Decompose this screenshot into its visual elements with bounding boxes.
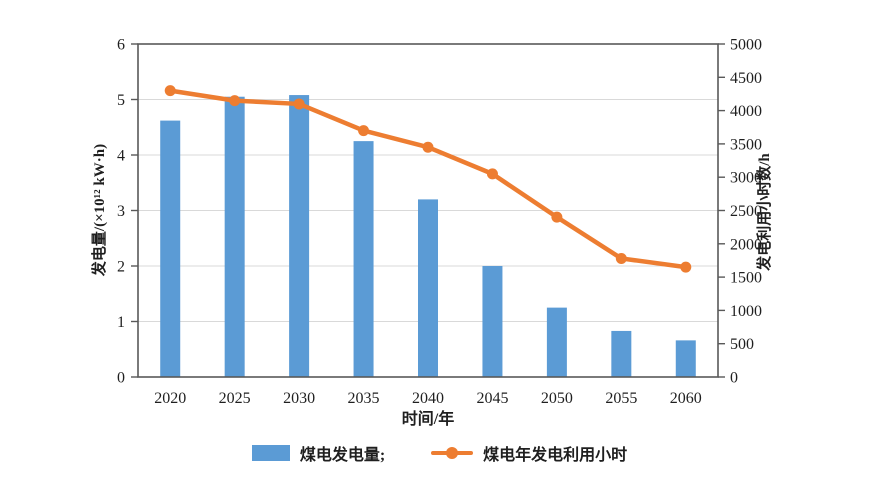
line-point-2045	[486, 168, 498, 180]
legend-line-label: 煤电年发电利用小时	[483, 447, 628, 464]
x-axis-tick-label: 2045	[476, 390, 508, 407]
x-axis-tick-label: 2020	[154, 390, 186, 407]
bar-2025	[224, 96, 245, 377]
bar-2035	[353, 141, 374, 377]
right-axis-title: 发电利用小时数/h	[755, 153, 773, 272]
chart-plot-area: 0 1 2 3 4 5 6 0 500 1000 1500 2000 2500 3000 3500 4000 4…	[90, 37, 773, 429]
line-point-2025	[229, 95, 241, 107]
x-axis-tick-label: 2055	[605, 390, 637, 407]
right-axis-tick-label: 2000	[730, 236, 762, 253]
bar-2050	[546, 307, 567, 377]
left-axis-tick-label: 0	[117, 370, 125, 387]
right-axis-tick-label: 2500	[730, 203, 762, 220]
bar-2055	[611, 330, 632, 377]
right-axis-tick-label: 3000	[730, 170, 762, 187]
x-axis-tick-label: 2035	[348, 390, 380, 407]
chart-generated-layer: 0 1 2 3 4 5 6 0 500 1000 1500 2000 2500 3000 3500 4000 4…	[117, 37, 762, 408]
right-axis-tick-label: 0	[730, 370, 738, 387]
line-point-2035	[358, 125, 370, 137]
x-axis-tick-label: 2025	[219, 390, 251, 407]
line-point-2030	[293, 98, 305, 110]
left-axis-tick-label: 4	[117, 148, 125, 165]
x-axis-tick-label: 2030	[283, 390, 315, 407]
bar-2045	[482, 266, 503, 377]
left-axis-title: 发电量/(×10¹² kW·h)	[90, 144, 108, 277]
right-axis-tick-label: 5000	[730, 37, 762, 54]
x-axis-tick-label: 2040	[412, 390, 444, 407]
right-axis-tick-label: 3500	[730, 136, 762, 153]
right-axis-tick-label: 4000	[730, 103, 762, 120]
line-point-2060	[680, 261, 692, 273]
right-axis-tick-label: 500	[730, 336, 754, 353]
right-axis-tick-label: 1500	[730, 270, 762, 287]
left-axis-tick-label: 6	[117, 37, 125, 54]
x-axis-title: 时间/年	[402, 409, 454, 428]
line-point-2040	[422, 141, 434, 153]
right-axis-tick-label: 4500	[730, 70, 762, 87]
legend-line-swatch-icon	[431, 447, 474, 459]
line-point-2020	[164, 85, 176, 97]
bar-2020	[160, 120, 181, 377]
x-axis-tick-label: 2050	[541, 390, 573, 407]
right-axis-tick-label: 1000	[730, 303, 762, 320]
left-axis-tick-label: 2	[117, 259, 125, 276]
left-axis-tick-label: 1	[117, 314, 125, 331]
legend-bar-swatch-icon	[251, 445, 290, 461]
legend-bar-label: 煤电发电量;	[299, 447, 386, 464]
legend-line-marker-icon	[446, 447, 459, 459]
line-point-2055	[615, 252, 627, 264]
x-axis-tick-label: 2060	[670, 390, 702, 407]
left-axis-tick-label: 5	[117, 92, 125, 109]
left-axis-tick-label: 3	[117, 203, 125, 220]
bar-2040	[418, 199, 438, 377]
line-point-2050	[551, 211, 563, 223]
bar-2060	[675, 340, 696, 377]
legend: 煤电发电量; 煤电年发电利用小时	[0, 441, 879, 465]
bar-2030	[289, 95, 310, 377]
